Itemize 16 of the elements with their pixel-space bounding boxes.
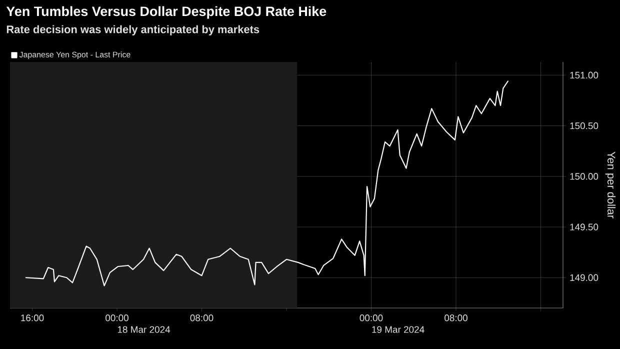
x-tick-label: 08:00 — [190, 314, 214, 322]
chart-title: Yen Tumbles Versus Dollar Despite BOJ Rate Hike — [6, 6, 326, 19]
x-tick-label: 08:00 — [444, 314, 468, 322]
line-series — [25, 80, 508, 286]
chart-subtitle: Rate decision was widely anticipated by markets — [6, 25, 260, 36]
y-axis-title: Yen per dollar — [605, 152, 616, 218]
x-tick-label: 00:00 — [360, 314, 383, 322]
y-tick-label: 149.50 — [570, 224, 598, 230]
y-tick-label: 149.00 — [570, 274, 598, 281]
text: 19 Mar 2024 — [372, 326, 424, 333]
y-tick-label: 150.00 — [570, 173, 598, 180]
text: 18 Mar 2024 — [118, 326, 170, 333]
x-tick-label: 00:00 — [106, 314, 128, 322]
y-tick-label: 151.00 — [570, 72, 598, 79]
x-tick-label: 16:00 — [21, 314, 44, 322]
y-tick-label: 150.50 — [570, 122, 598, 130]
